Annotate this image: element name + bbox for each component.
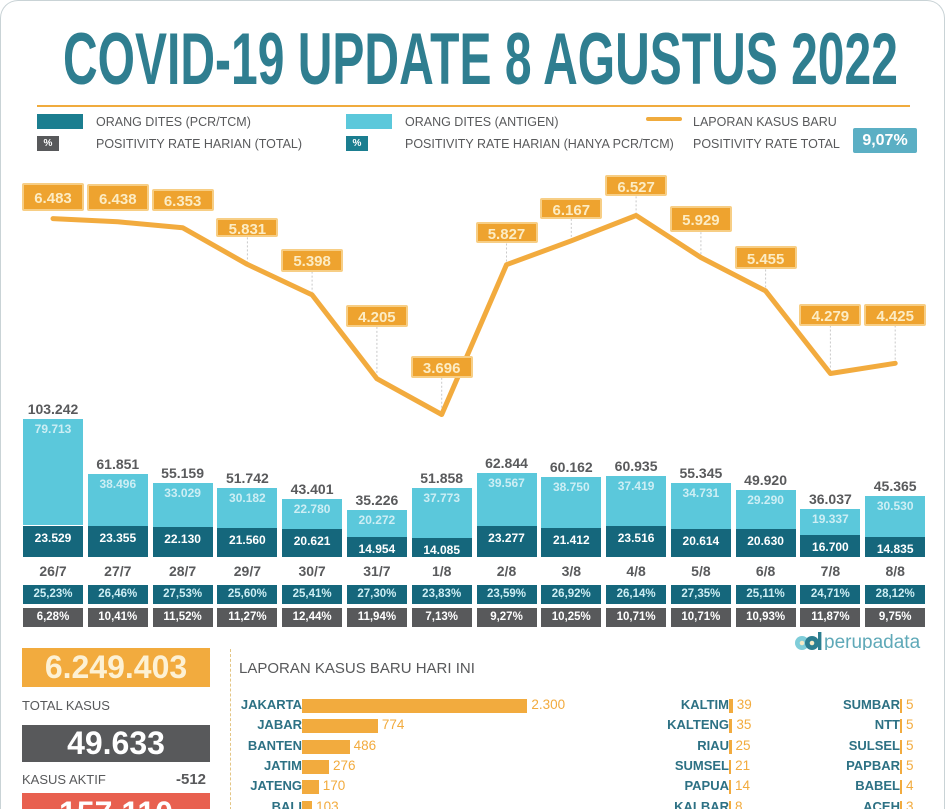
svg-text:perupadata: perupadata xyxy=(824,632,921,650)
